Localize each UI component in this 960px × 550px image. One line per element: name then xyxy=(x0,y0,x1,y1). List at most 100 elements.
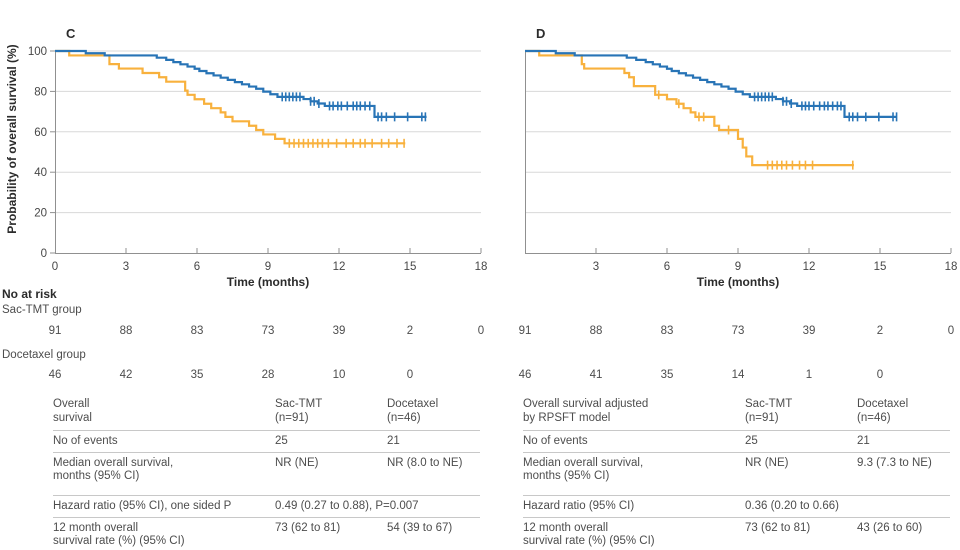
risk-count: 0 xyxy=(948,325,954,337)
risk-count: 0 xyxy=(877,369,883,381)
table-row: Median overall survival, months (95% CI)… xyxy=(53,451,480,495)
x-tick-label: 6 xyxy=(194,261,200,273)
panel-label-d: D xyxy=(536,26,546,41)
rate12-sac-tmt: 73 (62 to 81) xyxy=(275,516,387,550)
risk-count: 1 xyxy=(806,369,812,381)
table-row: 12 month overall survival rate (%) (95% … xyxy=(53,516,480,550)
y-tick-label: 80 xyxy=(34,86,47,98)
risk-count: 28 xyxy=(262,369,275,381)
hazard-value: 0.36 (0.20 to 0.66) xyxy=(745,494,950,517)
stats-table-c: Overall survival Sac-TMT (n=91) Docetaxe… xyxy=(53,394,480,550)
risk-count: 83 xyxy=(661,325,674,337)
table-row: Median overall survival, months (95% CI)… xyxy=(523,451,950,495)
risk-group-label-sac-tmt: Sac-TMT group xyxy=(2,304,82,316)
risk-count: 2 xyxy=(407,325,413,337)
rate12-docetaxel: 54 (39 to 67) xyxy=(387,516,480,550)
x-tick-label: 3 xyxy=(123,261,129,273)
x-tick-label: 12 xyxy=(333,261,346,273)
km-curve-docetaxel xyxy=(525,49,854,167)
table-row: No of events 25 21 xyxy=(523,429,950,452)
x-tick-label: 3 xyxy=(593,261,599,273)
km-curve-sac-tmt xyxy=(55,49,427,118)
stats-table-d: Overall survival adjusted by RPSFT model… xyxy=(523,394,950,550)
risk-table-title: No at risk xyxy=(2,287,57,301)
x-tick-label: 18 xyxy=(945,261,958,273)
median-docetaxel: 9.3 (7.3 to NE) xyxy=(857,451,950,495)
x-tick-label: 6 xyxy=(664,261,670,273)
events-sac-tmt: 25 xyxy=(275,429,387,452)
table-row: 12 month overall survival rate (%) (95% … xyxy=(523,516,950,550)
km-curve-sac-tmt xyxy=(525,49,897,118)
risk-count: 73 xyxy=(732,325,745,337)
km-panel-c: 0 3 6 9 12 15 18 0 20 40 60 80 100 xyxy=(28,46,488,273)
risk-count: 46 xyxy=(519,369,532,381)
panel-label-c: C xyxy=(66,26,76,41)
stats-header-docetaxel: Docetaxel (n=46) xyxy=(857,398,909,424)
hazard-label: Hazard ratio (95% CI) xyxy=(523,494,745,517)
risk-count: 88 xyxy=(120,325,133,337)
risk-count: 91 xyxy=(519,325,532,337)
x-tick-label: 9 xyxy=(265,261,271,273)
median-sac-tmt: NR (NE) xyxy=(745,451,857,495)
median-sac-tmt: NR (NE) xyxy=(275,451,387,495)
stats-header-label: Overall survival xyxy=(53,398,92,424)
y-tick-label: 0 xyxy=(41,248,47,260)
stats-header-sac-tmt: Sac-TMT (n=91) xyxy=(745,398,793,424)
stats-header-label: Overall survival adjusted by RPSFT model xyxy=(523,398,649,424)
risk-count: 0 xyxy=(478,325,484,337)
risk-count: 39 xyxy=(803,325,816,337)
x-tick-label: 15 xyxy=(404,261,417,273)
km-panel-d: 3 6 9 12 15 18 xyxy=(525,49,958,273)
risk-count: 14 xyxy=(732,369,745,381)
risk-count: 41 xyxy=(590,369,603,381)
x-tick-label: 18 xyxy=(475,261,488,273)
table-row: Hazard ratio (95% CI), one sided P 0.49 … xyxy=(53,494,480,517)
risk-group-label-docetaxel: Docetaxel group xyxy=(2,349,86,361)
hazard-label: Hazard ratio (95% CI), one sided P xyxy=(53,494,275,517)
rate12-sac-tmt: 73 (62 to 81) xyxy=(745,516,857,550)
risk-count: 73 xyxy=(262,325,275,337)
risk-count: 83 xyxy=(191,325,204,337)
risk-count: 91 xyxy=(49,325,62,337)
rate12-label: 12 month overall survival rate (%) (95% … xyxy=(523,516,745,550)
x-tick-label: 12 xyxy=(803,261,816,273)
stats-header-sac-tmt: Sac-TMT (n=91) xyxy=(275,398,323,424)
table-row: Overall survival Sac-TMT (n=91) Docetaxe… xyxy=(53,394,480,430)
risk-count: 42 xyxy=(120,369,133,381)
rate12-label: 12 month overall survival rate (%) (95% … xyxy=(53,516,275,550)
stats-header-docetaxel: Docetaxel (n=46) xyxy=(387,398,439,424)
hazard-value: 0.49 (0.27 to 0.88), P=0.007 xyxy=(275,494,480,517)
table-row: No of events 25 21 xyxy=(53,429,480,452)
median-label: Median overall survival, months (95% CI) xyxy=(53,451,275,495)
events-label: No of events xyxy=(53,429,275,452)
x-axis-title-d: Time (months) xyxy=(696,275,780,289)
y-tick-label: 100 xyxy=(28,46,47,58)
x-axis-title-c: Time (months) xyxy=(226,275,310,289)
rate12-docetaxel: 43 (26 to 60) xyxy=(857,516,950,550)
risk-count: 35 xyxy=(661,369,674,381)
x-tick-label: 0 xyxy=(52,261,58,273)
x-tick-label: 15 xyxy=(874,261,887,273)
risk-count: 0 xyxy=(407,369,413,381)
median-docetaxel: NR (8.0 to NE) xyxy=(387,451,480,495)
y-tick-label: 40 xyxy=(34,167,47,179)
y-tick-label: 60 xyxy=(34,127,47,139)
risk-count: 39 xyxy=(333,325,346,337)
y-tick-label: 20 xyxy=(34,208,47,220)
table-row: Overall survival adjusted by RPSFT model… xyxy=(523,394,950,430)
events-docetaxel: 21 xyxy=(387,429,480,452)
risk-count: 2 xyxy=(877,325,883,337)
events-docetaxel: 21 xyxy=(857,429,950,452)
median-label: Median overall survival, months (95% CI) xyxy=(523,451,745,495)
km-curve-docetaxel xyxy=(55,49,406,145)
risk-count: 88 xyxy=(590,325,603,337)
risk-count: 35 xyxy=(191,369,204,381)
risk-count: 10 xyxy=(333,369,346,381)
events-label: No of events xyxy=(523,429,745,452)
risk-count: 46 xyxy=(49,369,62,381)
table-row: Hazard ratio (95% CI) 0.36 (0.20 to 0.66… xyxy=(523,494,950,517)
events-sac-tmt: 25 xyxy=(745,429,857,452)
x-tick-label: 9 xyxy=(735,261,741,273)
